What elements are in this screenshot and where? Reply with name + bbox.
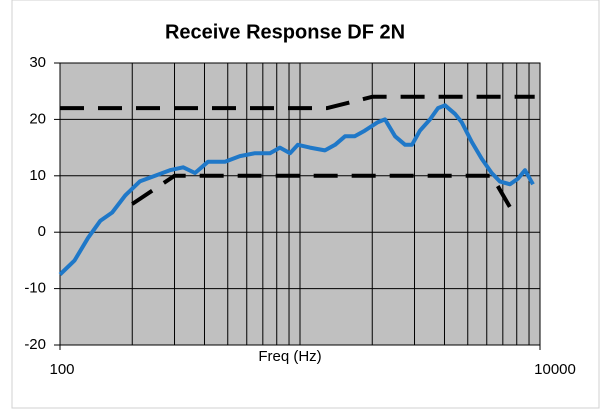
- y-tick-label: 10: [29, 167, 46, 184]
- chart-title: Receive Response DF 2N: [165, 21, 405, 43]
- response-line: [58, 103, 535, 276]
- y-tick-label: -10: [24, 280, 46, 297]
- x-tick-label: 100: [49, 361, 74, 378]
- x-axis-label: Freq (Hz): [258, 348, 321, 365]
- limit-line: [60, 94, 535, 111]
- y-tick-label: -20: [24, 336, 46, 353]
- y-tick-label: 30: [29, 54, 46, 71]
- limit-line: [131, 173, 514, 211]
- x-tick-label: 10000: [534, 361, 576, 378]
- plot-border: [59, 62, 541, 346]
- y-tick-label: 0: [38, 223, 46, 240]
- y-tick-label: 20: [29, 110, 46, 127]
